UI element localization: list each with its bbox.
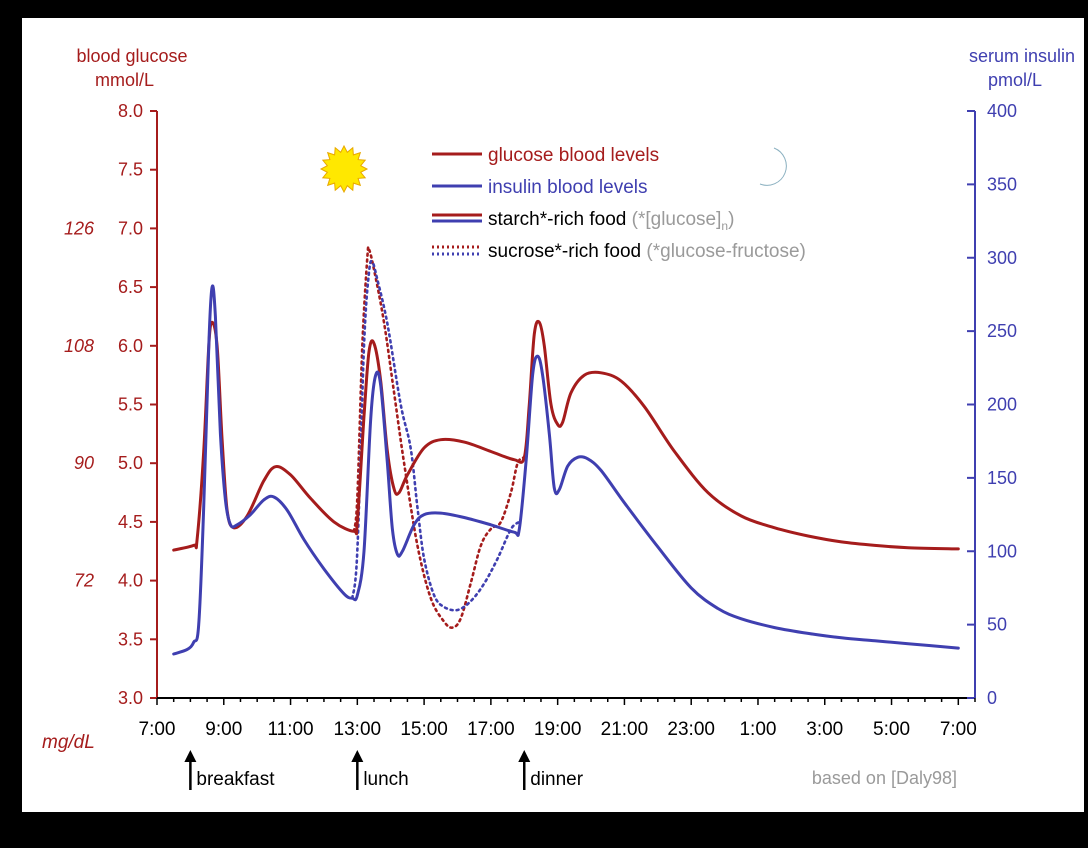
right-tick-label: 50 [987,615,1007,635]
source-note: based on [Daly98] [812,768,957,788]
x-tick-label: 5:00 [873,719,910,740]
left-tick-label: 8.0 [118,101,143,121]
x-tick-label: 21:00 [601,719,649,740]
sun-icon [319,144,369,194]
left-tick-label: 7.5 [118,160,143,180]
x-tick-label: 9:00 [205,719,242,740]
right-tick-label: 300 [987,248,1017,268]
left-tick-label: 4.5 [118,512,143,532]
x-tick-label: 13:00 [334,719,382,740]
right-tick-label: 100 [987,541,1017,561]
x-tick-label: 7:00 [139,719,176,740]
legend-starch-label: starch*-rich food (*[glucose]n) [488,209,734,233]
x-tick-label: 17:00 [467,719,515,740]
x-tick-label: 1:00 [739,719,776,740]
left-tick-label: 3.0 [118,688,143,708]
glucose-insulin-chart: blood glucose mmol/L serum insulin pmol/… [42,46,1075,790]
meal-label-lunch: lunch [363,769,408,790]
left-tick-label: 3.5 [118,629,143,649]
glucose-sucrose-dotted-line [352,245,526,629]
right-tick-label: 0 [987,688,997,708]
mgdl-tick-label: 126 [64,218,95,238]
legend-glucose-label: glucose blood levels [488,145,659,166]
mgdl-tick-label: 90 [74,453,94,473]
legend-starch-sub: n [721,219,728,233]
mgdl-tick-label: 108 [64,336,94,356]
right-tick-label: 250 [987,321,1017,341]
legend-starch-note: (*[glucose] [632,209,722,230]
right-axis-title-line1: serum insulin [969,46,1075,66]
left-tick-label: 6.0 [118,336,143,356]
up-arrow-head-icon [184,750,197,762]
up-arrow-head-icon [351,750,364,762]
right-tick-label: 200 [987,395,1017,415]
legend-starch-close: ) [728,209,734,230]
legend-sucrose-label: sucrose*-rich food (*glucose-fructose) [488,241,806,262]
legend-sucrose-text: sucrose*-rich food [488,241,641,262]
up-arrow-head-icon [518,750,531,762]
x-tick-label: 15:00 [400,719,448,740]
x-tick-label: 7:00 [940,719,977,740]
legend: glucose blood levels insulin blood level… [432,145,806,262]
x-tick-label: 19:00 [534,719,582,740]
right-axis-title-line2: pmol/L [988,70,1042,90]
moon-icon [759,147,787,186]
insulin-line [172,284,960,656]
meal-label-breakfast: breakfast [196,769,275,790]
meal-label-dinner: dinner [530,769,583,790]
left-tick-label: 5.0 [118,453,143,473]
left-tick-label: 5.5 [118,395,143,415]
left-tick-label: 4.0 [118,571,143,591]
right-tick-label: 350 [987,174,1017,194]
right-tick-label: 400 [987,101,1017,121]
left-axis-title-line2: mmol/L [95,70,154,90]
x-tick-label: 11:00 [267,719,313,740]
right-tick-label: 150 [987,468,1017,488]
chart-frame: blood glucose mmol/L serum insulin pmol/… [22,18,1084,812]
mgdl-tick-label: 72 [74,571,94,591]
legend-insulin-label: insulin blood levels [488,177,648,198]
x-tick-label: 23:00 [667,719,715,740]
left-tick-label: 7.0 [118,218,143,238]
alt-unit-label: mg/dL [42,732,95,753]
insulin-sucrose-dotted-line [351,259,521,612]
legend-starch-text: starch*-rich food [488,209,626,230]
left-tick-label: 6.5 [118,277,143,297]
x-tick-label: 3:00 [806,719,843,740]
left-axis-title-line1: blood glucose [76,46,187,66]
legend-sucrose-note: (*glucose-fructose) [646,241,805,262]
